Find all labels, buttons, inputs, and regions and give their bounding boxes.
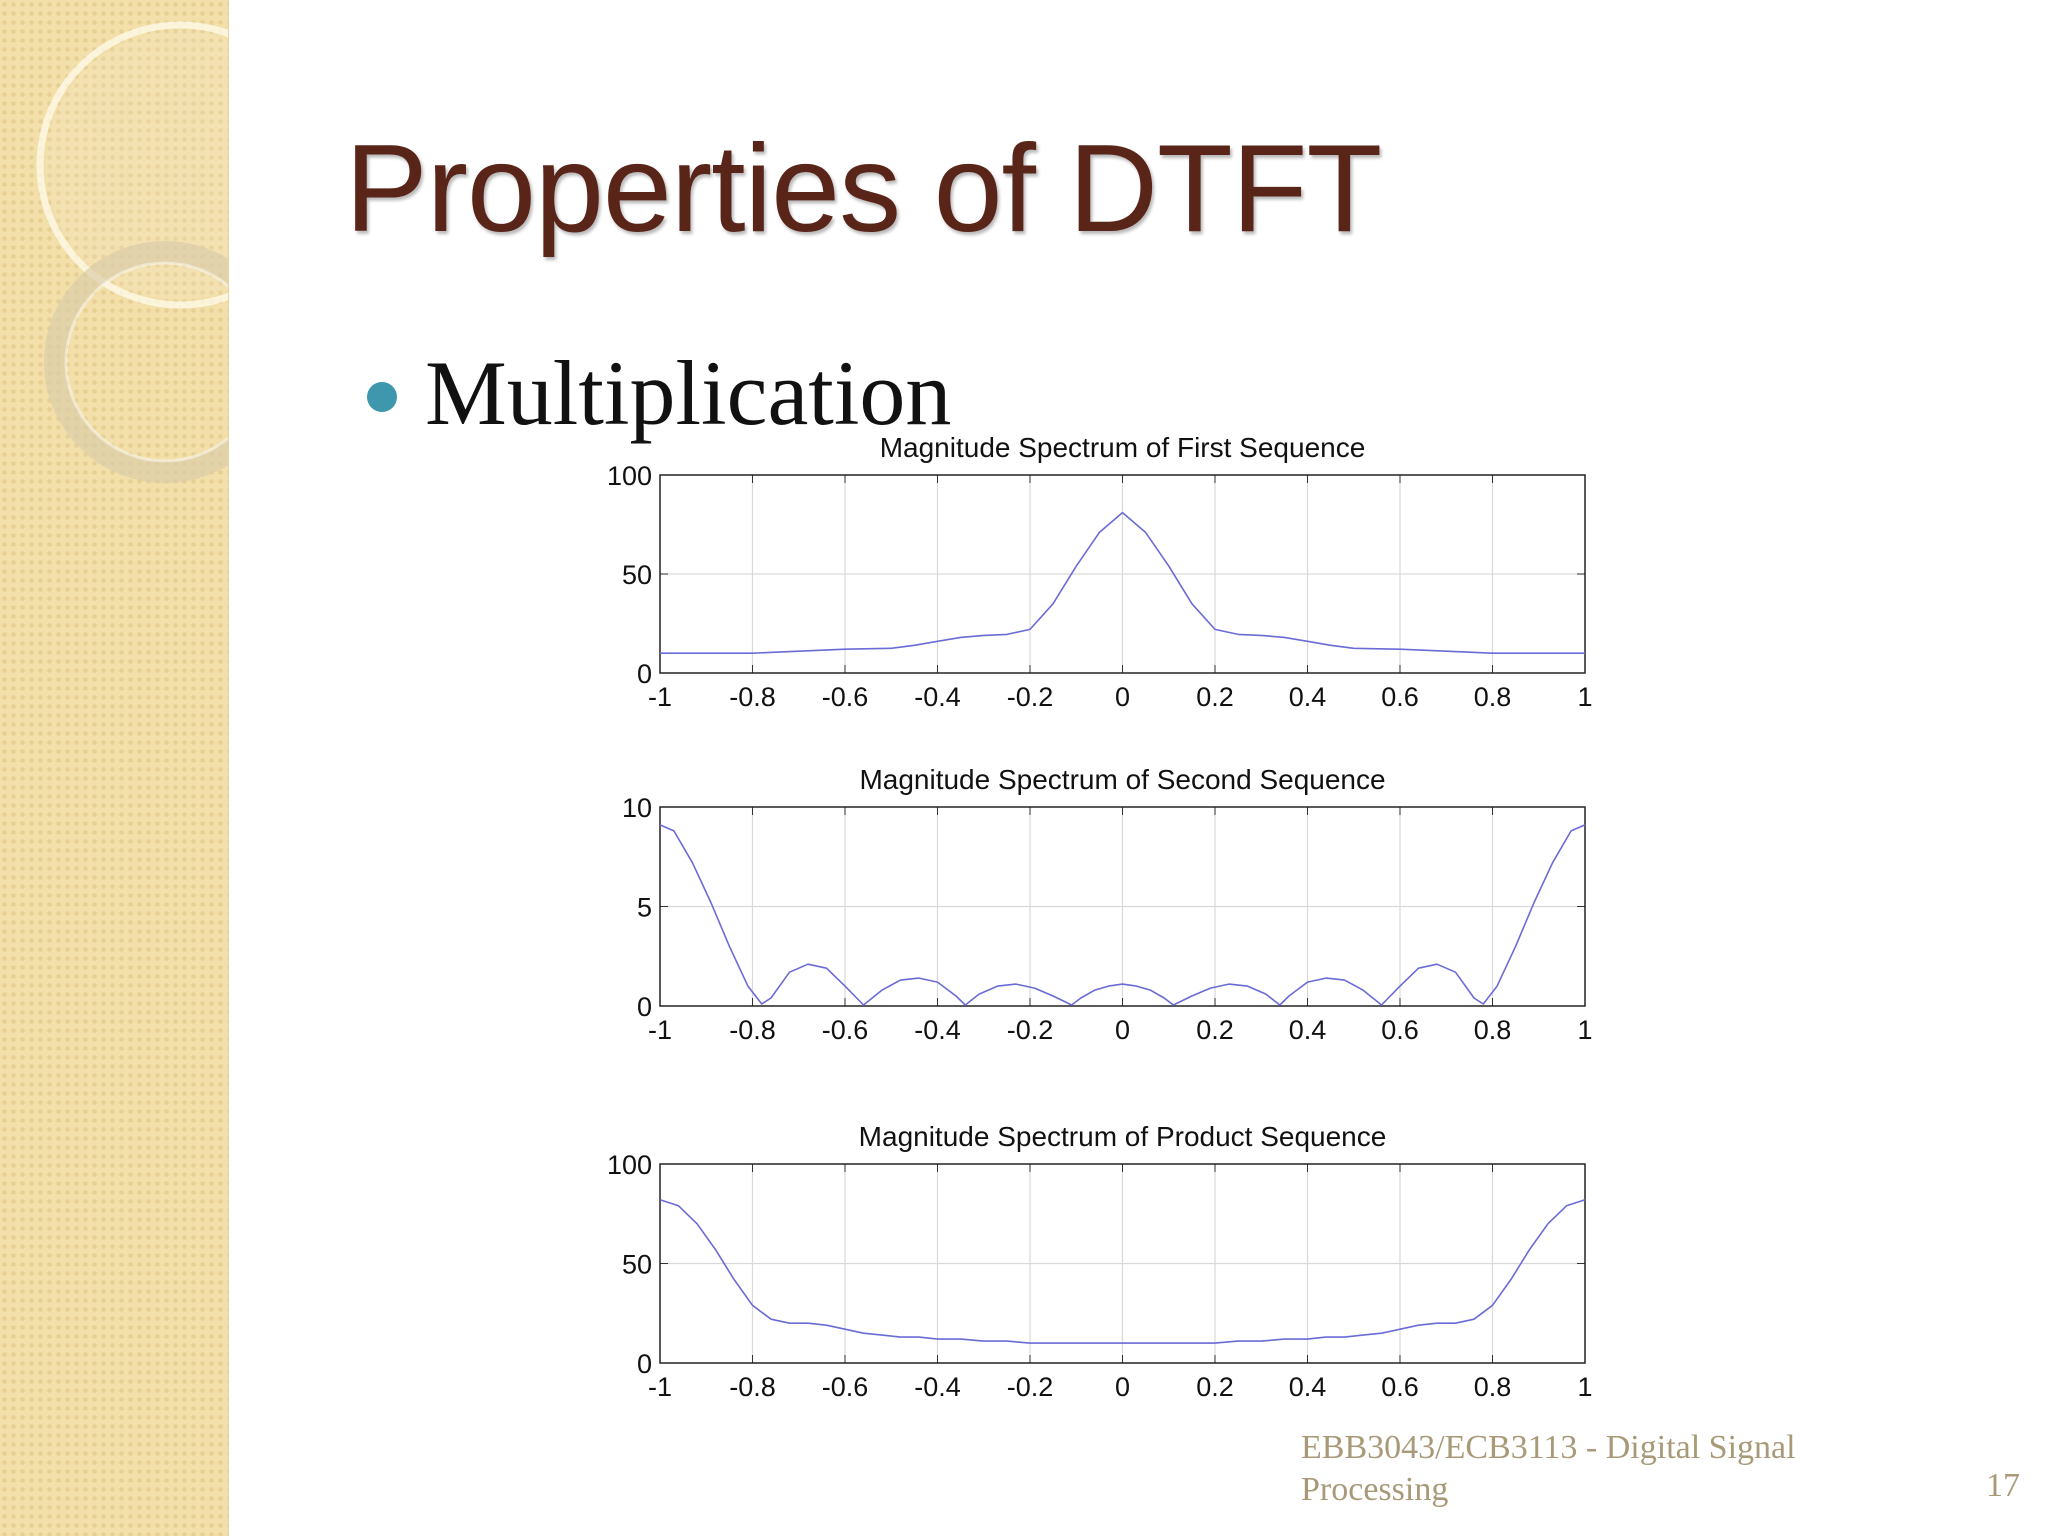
chart3-xtick-label: -0.4: [914, 1372, 961, 1402]
page-number: 17: [1986, 1467, 2020, 1504]
bullet-icon: [367, 382, 397, 412]
chart1-xtick-label: 0.4: [1289, 682, 1327, 712]
chart1-ytick-label: 100: [607, 461, 652, 491]
chart2-xtick-label: 0.2: [1196, 1015, 1234, 1045]
chart3-xtick-label: -1: [648, 1372, 672, 1402]
bullet-text: Multiplication: [425, 342, 952, 444]
chart2-xtick-label: 1: [1577, 1015, 1592, 1045]
chart1-ytick-label: 50: [622, 560, 652, 590]
chart3-xtick-label: 0.4: [1289, 1372, 1327, 1402]
chart1-xtick-label: -0.4: [914, 682, 961, 712]
chart2-xtick-label: -0.6: [822, 1015, 869, 1045]
chart2-ytick-label: 5: [637, 893, 652, 923]
chart3-ytick-label: 100: [607, 1150, 652, 1180]
lower-ring: [44, 241, 228, 483]
chart2-ytick-label: 0: [637, 992, 652, 1022]
chart1-title: Magnitude Spectrum of First Sequence: [880, 432, 1366, 463]
chart3-title: Magnitude Spectrum of Product Sequence: [859, 1121, 1387, 1152]
chart3-xtick-label: 1: [1577, 1372, 1592, 1402]
decorative-sidebar: [0, 0, 229, 1536]
chart3-xtick-label: 0.6: [1381, 1372, 1419, 1402]
chart1-ytick-label: 0: [637, 659, 652, 689]
upper-ring: [36, 21, 228, 309]
chart3-xtick-label: -0.6: [822, 1372, 869, 1402]
chart2-xtick-label: 0.4: [1289, 1015, 1327, 1045]
chart1-xtick-label: -1: [648, 682, 672, 712]
chart2-xtick-label: -0.8: [729, 1015, 776, 1045]
lower-ring-highlight: [64, 261, 228, 463]
chart2-xtick-label: -0.4: [914, 1015, 961, 1045]
chart1-frame: [659, 474, 1586, 674]
chart3-xtick-label: 0.2: [1196, 1372, 1234, 1402]
chart3-ytick-label: 0: [637, 1349, 652, 1379]
chart2-xtick-label: 0.8: [1474, 1015, 1512, 1045]
chart1-xtick-label: -0.8: [729, 682, 776, 712]
chart2-title: Magnitude Spectrum of Second Sequence: [859, 764, 1385, 795]
chart3-xtick-label: -0.8: [729, 1372, 776, 1402]
chart3-ytick-label: 50: [622, 1250, 652, 1280]
chart1-xtick-label: 0: [1115, 682, 1130, 712]
chart2-xtick-label: -1: [648, 1015, 672, 1045]
chart1-xtick-label: 0.8: [1474, 682, 1512, 712]
chart3-series-line: [659, 1199, 1586, 1344]
decorative-rings: [36, 21, 228, 483]
upper-ring-shade: [46, 31, 228, 299]
chart2-xtick-label: -0.2: [1007, 1015, 1054, 1045]
chart2-series-line: [659, 824, 1586, 1006]
slide-title: Properties of DTFT: [345, 120, 1382, 258]
chart3-frame: [659, 1163, 1586, 1364]
chart1-xtick-label: -0.6: [822, 682, 869, 712]
chart3-xtick-label: 0.8: [1474, 1372, 1512, 1402]
chart1-xtick-label: 0.2: [1196, 682, 1234, 712]
chart2-xtick-label: 0.6: [1381, 1015, 1419, 1045]
chart1-xtick-label: 0.6: [1381, 682, 1419, 712]
chart1-xtick-label: 1: [1577, 682, 1592, 712]
chart3-xtick-label: 0: [1115, 1372, 1130, 1402]
chart3-xtick-label: -0.2: [1007, 1372, 1054, 1402]
chart2-frame: [659, 806, 1586, 1007]
chart1-xtick-label: -0.2: [1007, 682, 1054, 712]
chart2-xtick-label: 0: [1115, 1015, 1130, 1045]
chart1-series-line: [660, 511, 1585, 655]
footer-text: EBB3043/ECB3113 - Digital Signal Process…: [1301, 1429, 1796, 1508]
chart2-ytick-label: 10: [622, 793, 652, 823]
